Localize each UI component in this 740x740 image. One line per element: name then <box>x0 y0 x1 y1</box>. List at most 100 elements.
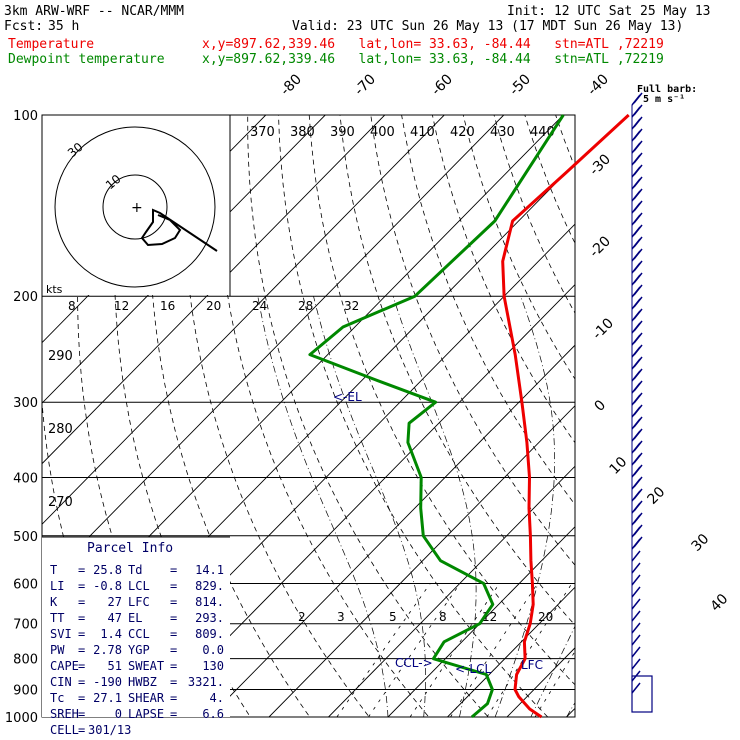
wind-barb-flag <box>633 404 643 416</box>
dry-adiabat <box>679 115 740 730</box>
parcel-eq: = <box>170 611 177 625</box>
parcel-label: Td <box>128 563 142 577</box>
parcel-label: LFC <box>128 595 150 609</box>
parcel-label: SHEAR <box>128 691 165 705</box>
theta-label: 430 <box>490 125 515 140</box>
pressure-tick-label: 500 <box>13 530 38 545</box>
parcel-label: HWBZ <box>128 675 157 689</box>
wind-barb-flag <box>633 164 643 176</box>
parcel-label: PW <box>50 643 65 657</box>
dry-adiabat <box>586 115 740 730</box>
mixing-ratio-label: 2 <box>298 610 306 624</box>
wind-barb-flag <box>633 152 643 164</box>
isotherm-line <box>626 115 740 717</box>
theta-label: 390 <box>330 125 355 140</box>
isotherm-label: -20 <box>587 233 614 260</box>
isotherm-label: 10 <box>607 454 631 478</box>
theta-label: 290 <box>48 349 73 364</box>
pressure-tick-label: 1000 <box>5 711 38 726</box>
wind-barb <box>631 646 641 658</box>
wind-barb-flag <box>633 428 643 440</box>
parcel-info-title: Parcel Info <box>87 541 173 556</box>
parcel-value: 130 <box>202 659 224 673</box>
mixing-ratio-line <box>450 583 538 717</box>
el-marker: <-EL <box>333 390 362 404</box>
parcel-eq: = <box>170 563 177 577</box>
pressure-tick-label: 800 <box>13 653 38 668</box>
temperature-profile <box>501 113 630 719</box>
wind-barb-flag <box>633 440 643 452</box>
wind-barb <box>631 550 641 562</box>
wind-barb-flag <box>633 92 643 104</box>
isotherm-label: 30 <box>689 531 713 555</box>
pressure-tick-label: 300 <box>13 396 38 411</box>
dry-adiabat <box>339 115 575 626</box>
parcel-eq: = <box>78 707 85 721</box>
surface-wind <box>631 675 653 713</box>
wind-barb <box>631 562 641 574</box>
wind-barb-flag <box>633 380 643 392</box>
pressure-tick-label: 600 <box>13 577 38 592</box>
dry-adiabat <box>370 115 575 566</box>
wind-barb <box>631 634 641 646</box>
full-barb-value: 5 m s⁻¹ <box>643 94 686 105</box>
wind-barb <box>631 682 641 694</box>
wind-barb-flag <box>633 368 643 380</box>
parcel-eq: = <box>170 579 177 593</box>
parcel-value: 0 <box>115 707 122 721</box>
parcel-eq: = <box>170 675 177 689</box>
dry-adiabat <box>493 115 575 314</box>
wind-barb-flag <box>633 332 643 344</box>
dry-adiabat <box>215 115 430 717</box>
mixing-ratio-label: 8 <box>439 610 447 624</box>
wind-barb-flag <box>633 140 643 152</box>
temperature-legend: Temperature <box>8 37 95 52</box>
wind-barb-flag <box>633 272 643 284</box>
wind-barb-flag <box>633 488 643 500</box>
parcel-value: 829. <box>195 579 224 593</box>
theta-label: 380 <box>290 125 315 140</box>
wind-barb-flag <box>633 536 643 548</box>
wind-barb-flag <box>633 356 643 368</box>
wind-barb-flag <box>633 260 643 272</box>
parcel-label: SREH <box>50 707 79 721</box>
parcel-eq: = <box>170 659 177 673</box>
parcel-label: EL <box>128 611 142 625</box>
parcel-value: 293. <box>195 611 224 625</box>
dewpoint-legend: Dewpoint temperature <box>8 52 165 67</box>
isotherm-label: -60 <box>429 71 456 98</box>
wind-barb-flag <box>633 248 643 260</box>
isotherm-line <box>268 405 575 717</box>
theta-label: 270 <box>48 495 73 510</box>
dry-adiabat <box>617 115 740 730</box>
wind-barb-flag <box>633 224 643 236</box>
parcel-eq: = <box>78 691 85 705</box>
theta-label: 400 <box>370 125 395 140</box>
isotherm-label: 40 <box>708 591 732 615</box>
isotherm-line <box>506 647 575 717</box>
parcel-eq: = <box>78 723 85 737</box>
moist-adiabat <box>313 296 426 717</box>
hodograph-axis-label: 16 <box>160 299 175 313</box>
parcel-label: CAPE <box>50 659 79 673</box>
wind-barb-flag <box>633 200 643 212</box>
wind-barb-flag <box>633 188 643 200</box>
parcel-bg <box>42 537 230 717</box>
lfc-marker: LFC <box>521 658 543 672</box>
parcel-value: 27 <box>108 595 122 609</box>
wind-barb-flag <box>633 416 643 428</box>
mixing-ratio-line <box>336 583 431 717</box>
forecast-hours: 35 h <box>48 19 80 34</box>
dry-adiabat <box>462 115 575 380</box>
parcel-label: SWEAT <box>128 659 164 673</box>
hodograph-ring-inner <box>102 174 168 240</box>
mixing-ratio-label: 5 <box>389 610 397 624</box>
wind-barb-flag <box>633 464 643 476</box>
wind-barb-flag <box>633 236 643 248</box>
parcel-value: 14.1 <box>195 563 224 577</box>
isotherm-label: -70 <box>352 71 379 98</box>
parcel-eq: = <box>170 643 177 657</box>
isotherm-label: -40 <box>585 71 612 98</box>
dry-adiabat <box>247 115 489 717</box>
theta-label: 370 <box>250 125 275 140</box>
